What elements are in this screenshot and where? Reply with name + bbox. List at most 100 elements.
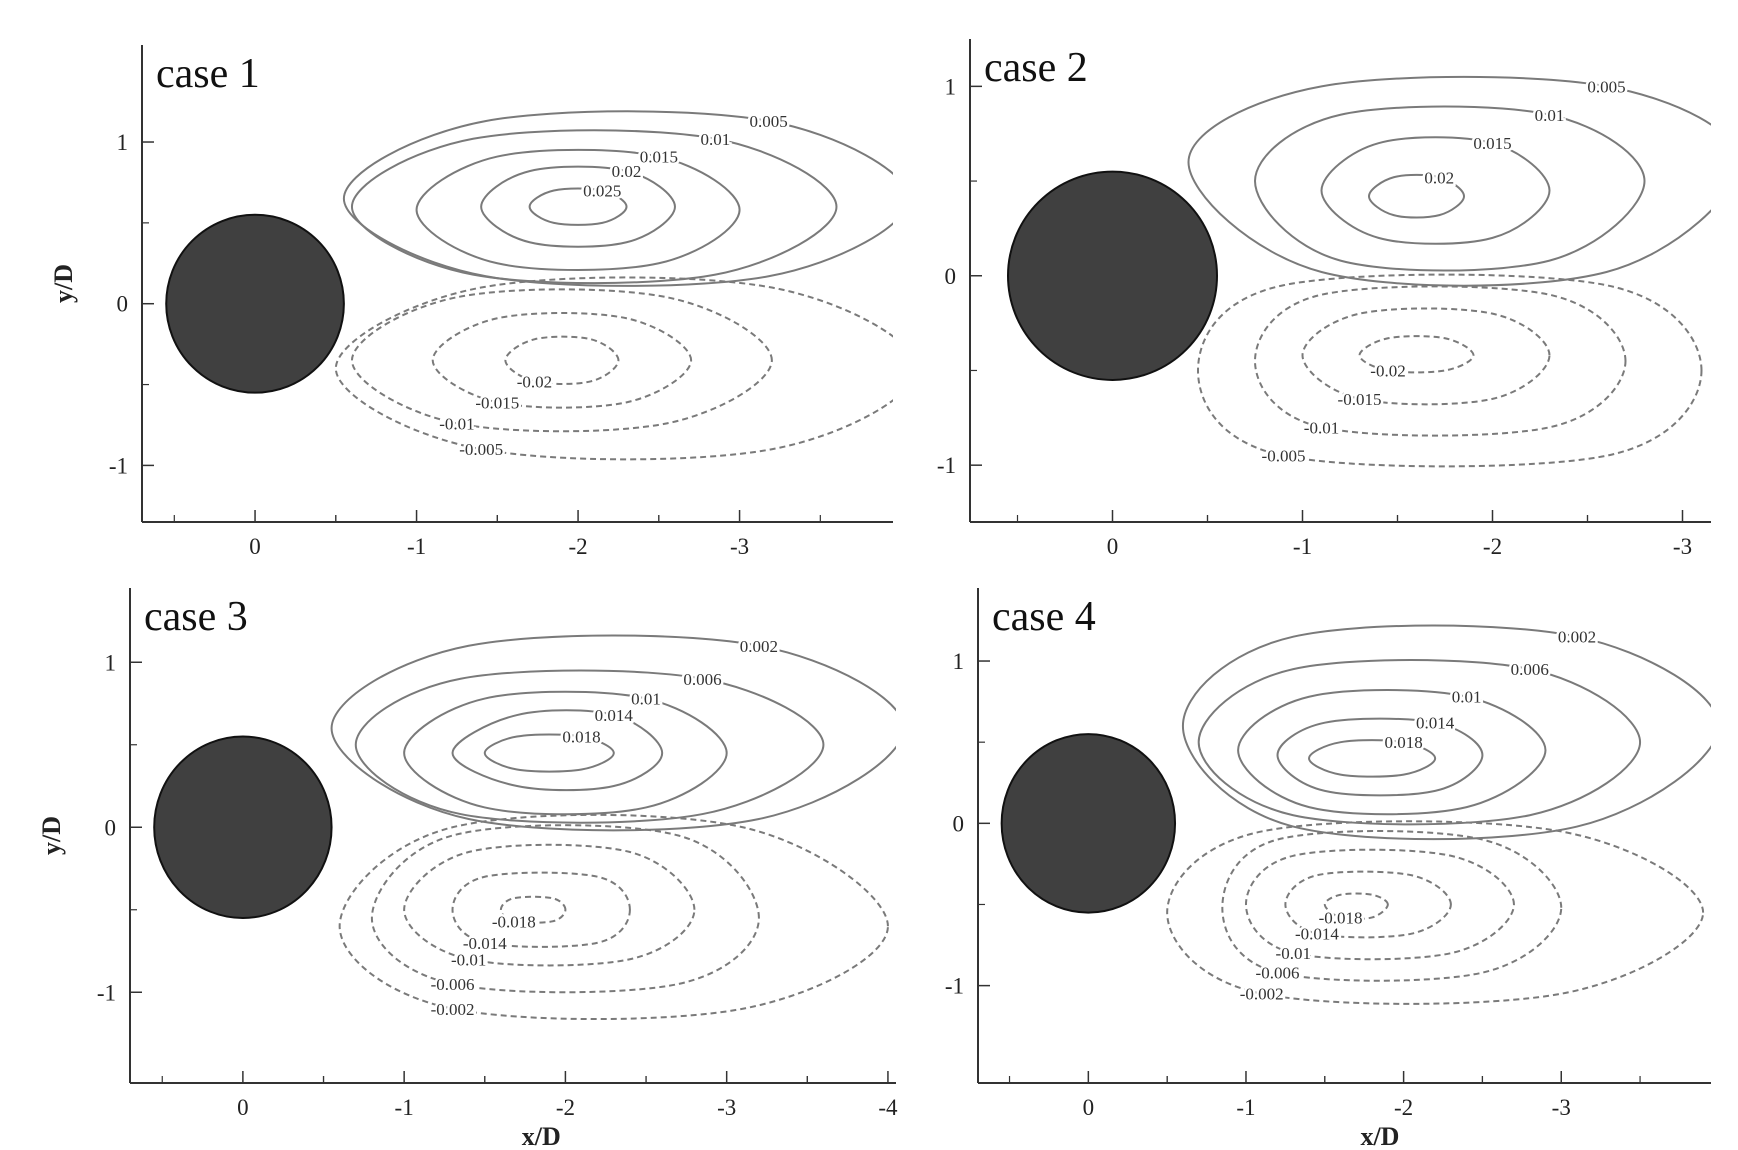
contour-label: -0.006	[1256, 964, 1300, 983]
contour-label: -0.014	[1295, 925, 1339, 944]
contour-label: -0.014	[463, 934, 507, 953]
x-tick-label: 0	[237, 1095, 249, 1120]
panel-title: case 2	[984, 45, 1088, 91]
contour-label: -0.006	[431, 975, 475, 994]
x-tick-label: -2	[568, 534, 587, 559]
contour-label: -0.005	[459, 440, 503, 459]
y-tick-label: 1	[105, 650, 117, 675]
x-tick-label: -4	[878, 1095, 898, 1120]
x-axis-label: x/D	[522, 1122, 561, 1150]
contour-label: -0.01	[1276, 944, 1311, 963]
contour-label: -0.002	[1240, 985, 1284, 1004]
x-tick-label: -1	[407, 534, 426, 559]
y-tick-label: 0	[953, 811, 965, 836]
y-tick-label: 1	[945, 74, 957, 99]
contour-label: -0.01	[1304, 418, 1339, 437]
contour-label: -0.015	[1338, 390, 1382, 409]
x-tick-label: -3	[1552, 1095, 1571, 1120]
x-tick-label: -2	[556, 1095, 575, 1120]
x-tick-label: -1	[1236, 1095, 1255, 1120]
x-tick-label: 0	[1083, 1095, 1095, 1120]
contour-label: 0.02	[612, 162, 642, 181]
contour-line	[1320, 136, 1551, 245]
contour-line	[334, 276, 893, 461]
contour-line	[1196, 273, 1703, 468]
panel: -1 0 1 0 -1 -2 -3 0.02 0.015 0.01 0.005 -0.02 -0.015…	[937, 39, 1711, 559]
contour-label: 0.025	[583, 182, 621, 201]
contour-line	[1367, 173, 1466, 219]
contours	[1166, 624, 1711, 1005]
contour-line	[403, 843, 696, 967]
y-axis-label: y/D	[37, 816, 66, 855]
contour-line	[350, 288, 773, 433]
x-tick-label: 0	[1107, 534, 1119, 559]
x-tick-label: -1	[395, 1095, 414, 1120]
contour-line	[483, 733, 615, 773]
y-tick-label: 1	[117, 130, 129, 155]
contour-line	[431, 312, 693, 409]
contour-label: -0.01	[439, 414, 474, 433]
contour-line	[451, 709, 664, 792]
contour-label: 0.018	[1384, 733, 1422, 752]
contour-label: 0.006	[1511, 660, 1549, 679]
contour-line	[1253, 285, 1627, 437]
x-tick-label: 0	[249, 534, 261, 559]
cylinder	[1000, 733, 1177, 914]
contour-line	[1358, 335, 1475, 374]
contour-line	[1244, 848, 1515, 961]
contour-line	[1301, 307, 1551, 406]
contour-line	[1181, 624, 1711, 841]
contour-line	[1237, 689, 1547, 816]
contour-label: 0.005	[1587, 77, 1625, 96]
contour-line	[1197, 659, 1642, 826]
contour-line	[480, 165, 676, 248]
y-axis-label: y/D	[49, 264, 78, 303]
contour-label: 0.01	[1452, 688, 1482, 707]
contour-line	[1308, 739, 1437, 778]
contours	[1187, 75, 1711, 468]
contour-line	[528, 187, 628, 226]
y-tick-label: -1	[937, 453, 956, 478]
contour-label: 0.006	[683, 670, 721, 689]
contour-label: -0.02	[517, 372, 552, 391]
x-tick-label: -3	[717, 1095, 736, 1120]
contour-line	[499, 895, 567, 924]
contours	[330, 634, 896, 1021]
contour-label: 0.002	[740, 637, 778, 656]
y-tick-label: -1	[97, 980, 116, 1005]
x-tick-label: -2	[1394, 1095, 1413, 1120]
contour-label: -0.002	[431, 1000, 475, 1019]
contour-label: -0.018	[1319, 908, 1363, 927]
contour-label: 0.014	[595, 706, 634, 725]
contour-line	[1253, 105, 1646, 272]
contour-line	[415, 148, 741, 271]
contour-label: -0.018	[492, 912, 536, 931]
contour-line	[1323, 892, 1389, 921]
cylinder	[1007, 170, 1218, 381]
contour-line	[1221, 830, 1563, 982]
x-tick-label: -3	[730, 534, 749, 559]
contour-line	[403, 690, 728, 816]
contour-line	[451, 871, 631, 948]
y-tick-label: -1	[945, 974, 964, 999]
y-tick-label: 0	[117, 292, 129, 317]
contour-line	[338, 813, 889, 1021]
contour-line	[354, 669, 825, 824]
contour-line	[370, 824, 760, 994]
x-tick-label: -2	[1483, 534, 1502, 559]
x-axis-label: x/D	[1360, 1122, 1399, 1150]
contour-line	[1276, 717, 1484, 797]
x-tick-label: -1	[1293, 534, 1312, 559]
contour-label: 0.015	[640, 148, 678, 167]
panel-title: case 4	[992, 594, 1096, 640]
contours	[334, 110, 893, 461]
contour-line	[1284, 870, 1452, 939]
cylinder	[165, 213, 345, 394]
contour-label: 0.01	[1535, 106, 1565, 125]
contour-line	[1166, 820, 1705, 1005]
y-tick-label: 0	[945, 264, 957, 289]
